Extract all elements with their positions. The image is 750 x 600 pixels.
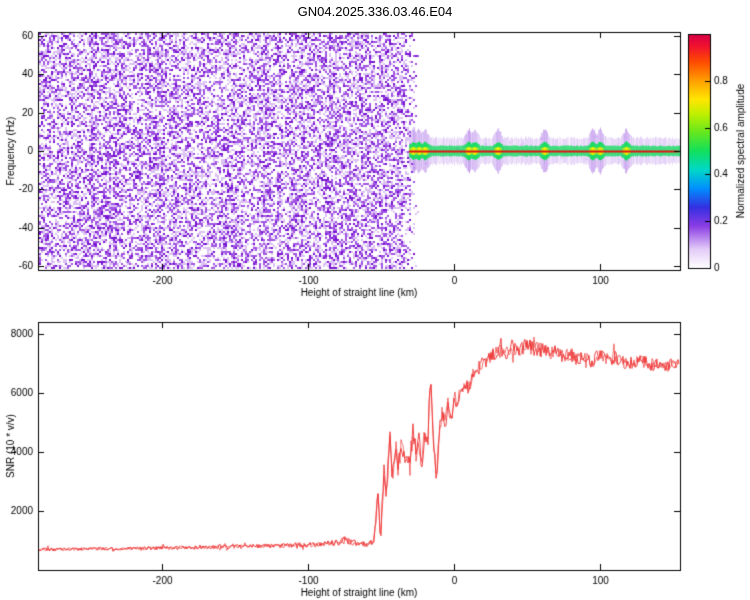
figure-title: GN04.2025.336.03.46.E04: [297, 4, 453, 19]
